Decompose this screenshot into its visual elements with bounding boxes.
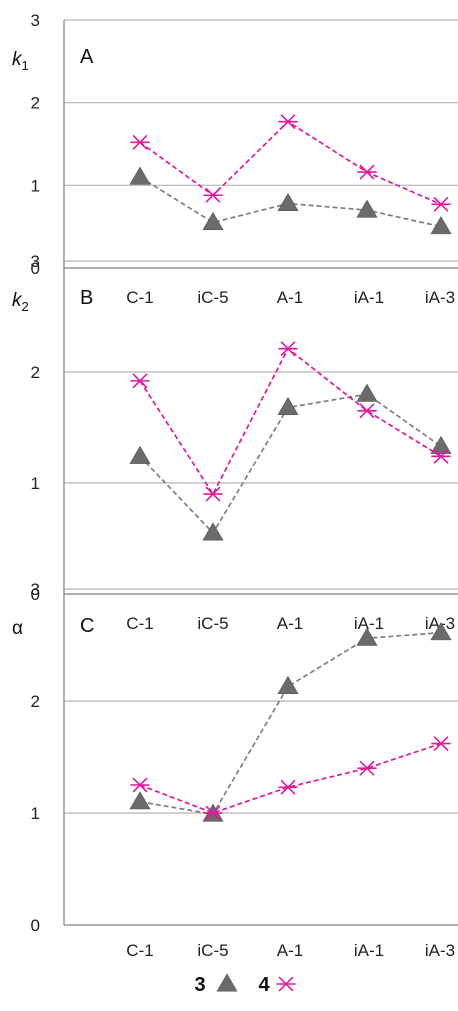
chart-panel-b: 0 1 2 3 C-1 iC-5 A-1 iA-1 iA-3 Bk2 — [12, 252, 458, 633]
legend-label-4: 4 — [258, 974, 270, 996]
y-axis-label: α — [12, 618, 23, 639]
y-tick-label: 2 — [31, 94, 40, 113]
series-line-4 — [139, 120, 442, 206]
y-tick-label: 0 — [31, 585, 40, 604]
data-point-3 — [430, 216, 452, 235]
data-point-4 — [130, 373, 150, 389]
x-tick-label: iA-3 — [425, 288, 455, 307]
x-tick-label: iC-5 — [197, 614, 228, 633]
x-tick-label: iA-3 — [425, 614, 455, 633]
data-point-3 — [277, 396, 299, 416]
data-point-4 — [278, 779, 298, 795]
x-tick-label: iC-5 — [197, 288, 228, 307]
y-tick-label: 0 — [31, 259, 40, 278]
data-point-4 — [278, 341, 298, 356]
data-point-4 — [357, 164, 377, 180]
data-point-3 — [277, 675, 299, 694]
series-line-4 — [139, 347, 442, 496]
series-line-3 — [139, 631, 442, 816]
data-point-3 — [277, 192, 299, 212]
chart-panel-a: 0 1 2 3 C-1 iC-5 A-1 iA-1 iA-3 Ak1 — [12, 11, 458, 307]
x-tick-label: A-1 — [277, 941, 303, 960]
y-tick-label: 3 — [31, 252, 40, 271]
legend-marker-triangle-icon — [216, 973, 238, 992]
y-tick-label: 1 — [31, 474, 40, 493]
data-point-3 — [202, 522, 224, 541]
data-point-4 — [203, 486, 223, 502]
y-tick-label: 2 — [31, 692, 40, 711]
data-point-3 — [202, 211, 224, 231]
data-point-3 — [430, 622, 452, 641]
panel-letter: A — [80, 46, 94, 68]
chart-panel-c: 0 1 2 3 C-1 iC-5 A-1 iA-1 iA-3 Cα — [12, 580, 458, 960]
series-line-4 — [139, 742, 442, 814]
data-point-3 — [430, 435, 452, 454]
x-tick-label: iA-1 — [354, 614, 384, 633]
data-point-3 — [356, 199, 378, 218]
data-point-4 — [130, 135, 150, 150]
panel-letter: C — [80, 615, 94, 637]
data-point-4 — [130, 777, 150, 793]
y-axis-label: k2 — [12, 290, 29, 314]
panel-letter: B — [80, 287, 93, 309]
legend-label-3: 3 — [194, 974, 205, 996]
data-point-4 — [357, 403, 377, 419]
x-tick-label: C-1 — [126, 288, 153, 307]
x-tick-label: C-1 — [126, 941, 153, 960]
y-tick-label: 1 — [31, 176, 40, 195]
data-point-3 — [356, 627, 378, 646]
x-tick-label: C-1 — [126, 614, 153, 633]
data-point-3 — [129, 791, 151, 810]
data-point-4 — [357, 760, 377, 776]
y-tick-label: 3 — [31, 11, 40, 30]
data-point-3 — [356, 383, 378, 402]
data-point-4 — [431, 197, 451, 212]
x-tick-label: iA-1 — [354, 941, 384, 960]
data-point-4 — [431, 449, 451, 464]
y-tick-label: 0 — [31, 916, 40, 935]
x-tick-label: iA-3 — [425, 941, 455, 960]
data-point-4 — [431, 736, 451, 751]
x-tick-label: A-1 — [277, 614, 303, 633]
x-tick-label: iC-5 — [197, 941, 228, 960]
data-point-3 — [129, 166, 151, 185]
legend-marker-asterisk-icon — [276, 976, 296, 992]
data-point-4 — [203, 187, 223, 203]
data-point-3 — [129, 445, 151, 464]
y-tick-label: 1 — [31, 804, 40, 823]
x-tick-label: A-1 — [277, 288, 303, 307]
y-tick-label: 3 — [31, 580, 40, 599]
data-point-4 — [203, 805, 223, 821]
data-point-4 — [278, 114, 298, 129]
x-tick-label: iA-1 — [354, 288, 384, 307]
y-tick-label: 2 — [31, 363, 40, 382]
y-axis-label: k1 — [12, 49, 29, 73]
